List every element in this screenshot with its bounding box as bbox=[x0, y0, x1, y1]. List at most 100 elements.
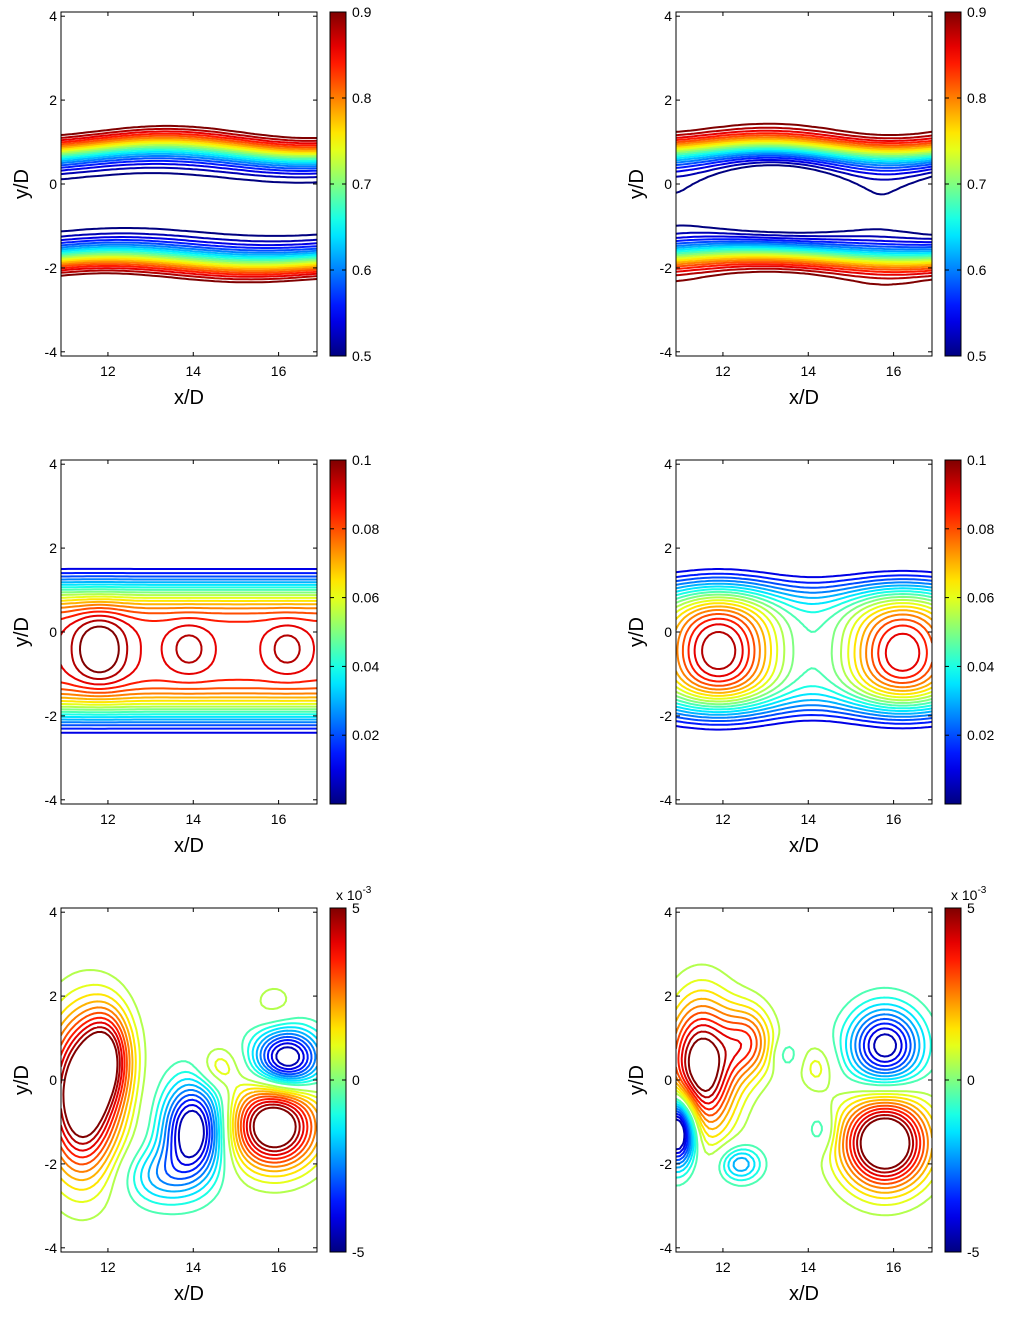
colorbar-tick-label: 0.6 bbox=[352, 262, 372, 278]
colorbar-tick-label: 0.9 bbox=[352, 4, 372, 20]
y-tick-label: -2 bbox=[660, 708, 673, 724]
y-tick-label: 2 bbox=[49, 92, 57, 108]
contour-level-0_54 bbox=[61, 162, 317, 247]
contour-level-m1_5 bbox=[676, 1003, 926, 1177]
colorbar-tick-label: 0.08 bbox=[967, 521, 994, 537]
contour-level-5 bbox=[62, 1030, 297, 1149]
y-axis-label: y/D bbox=[11, 169, 33, 199]
contour-level-0_04 bbox=[61, 585, 317, 716]
contour-level-2 bbox=[676, 997, 932, 1194]
y-tick-label: -4 bbox=[45, 792, 58, 808]
contour-level-0_07 bbox=[61, 600, 317, 701]
y-tick-label: -4 bbox=[45, 344, 58, 360]
y-tick-label: -2 bbox=[660, 260, 673, 276]
contour-level-3_5 bbox=[677, 1017, 922, 1181]
colorbar-tick-label: 0.7 bbox=[352, 176, 372, 192]
contour-level-0_09 bbox=[693, 623, 921, 678]
contour-level-m0_5 bbox=[126, 1016, 317, 1216]
contour-level-m1 bbox=[133, 1022, 317, 1206]
contour-level-0_08 bbox=[61, 607, 317, 694]
contour-panel-p4: 12 14 16 -4 -2 0 2 4 x/D y/D 0.02 0.04 0.06 0.08 0.1 bbox=[626, 452, 994, 857]
contour-panel-p1: 12 14 16 -4 -2 0 2 4 x/D y/D 0.5 0.6 0.7 0.8 0.9 bbox=[11, 4, 372, 409]
colorbar-tick-label: 0.8 bbox=[967, 90, 987, 106]
contour-level-0_56 bbox=[676, 156, 932, 246]
contour-level-m3 bbox=[164, 1035, 313, 1180]
y-tick-label: -2 bbox=[45, 1156, 58, 1172]
x-tick-label: 12 bbox=[100, 811, 116, 827]
contour-level-0_045 bbox=[676, 590, 932, 708]
y-tick-label: -4 bbox=[660, 1240, 673, 1256]
y-tick-label: 0 bbox=[664, 624, 672, 640]
colorbar-tick-label: 0.06 bbox=[967, 590, 994, 606]
contour-level-0_72 bbox=[61, 143, 317, 265]
y-tick-label: 4 bbox=[49, 8, 57, 24]
contour-level-3 bbox=[676, 1011, 925, 1185]
contour-level-0_74 bbox=[61, 142, 317, 267]
contour-level-0_095 bbox=[701, 631, 737, 670]
y-axis-label: y/D bbox=[626, 169, 648, 199]
contour-level-5 bbox=[687, 1037, 911, 1170]
colorbar-tick-label: 0.1 bbox=[967, 452, 987, 468]
contour-level-4 bbox=[680, 1024, 918, 1178]
colorbar-tick-label: 0.06 bbox=[352, 590, 379, 606]
colorbar: 0.02 0.04 0.06 0.08 0.1 bbox=[944, 452, 994, 805]
x-tick-label: 14 bbox=[185, 811, 201, 827]
colorbar-tick-label: -5 bbox=[967, 1244, 980, 1260]
y-tick-label: -2 bbox=[45, 260, 58, 276]
contour-level-0_9 bbox=[61, 124, 317, 284]
colorbar-multiplier: x 10-3 bbox=[951, 885, 987, 903]
y-tick-label: 0 bbox=[49, 1072, 57, 1088]
contour-level-0_025 bbox=[61, 578, 317, 724]
contour-level-1 bbox=[676, 979, 932, 1206]
x-tick-label: 12 bbox=[715, 1259, 731, 1275]
contour-level-0_055 bbox=[61, 593, 317, 709]
contour-level-0_6 bbox=[676, 153, 932, 251]
contour-level-m3_5 bbox=[676, 1022, 908, 1158]
colorbar-tick-label: 0.6 bbox=[967, 262, 987, 278]
contour-level-0_01 bbox=[676, 568, 932, 731]
axes-frame bbox=[60, 459, 318, 805]
contour-level-0_1 bbox=[79, 625, 120, 674]
contour-level-m2 bbox=[147, 1029, 317, 1193]
contour-level-0_5 bbox=[61, 172, 317, 237]
x-axis-label: x/D bbox=[174, 835, 204, 857]
x-tick-label: 14 bbox=[800, 1259, 816, 1275]
contour-level-0_56 bbox=[61, 159, 317, 249]
contour-level-2_5 bbox=[61, 1006, 317, 1173]
y-tick-label: 4 bbox=[664, 904, 672, 920]
x-axis-label: x/D bbox=[789, 835, 819, 857]
contour-level-0_8 bbox=[61, 136, 317, 272]
contour-level-0_64 bbox=[676, 149, 932, 255]
y-tick-label: 0 bbox=[664, 176, 672, 192]
contour-level-0_86 bbox=[61, 130, 317, 278]
x-tick-label: 16 bbox=[271, 363, 287, 379]
colorbar-multiplier: x 10-3 bbox=[336, 885, 372, 903]
y-tick-label: 4 bbox=[49, 904, 57, 920]
contour-level-0_035 bbox=[61, 583, 317, 719]
contour-level-0_025 bbox=[676, 579, 932, 719]
contour-level-m1_5 bbox=[140, 1026, 317, 1199]
contour-level-0_76 bbox=[61, 140, 317, 269]
contour-lines bbox=[676, 963, 932, 1217]
contour-lines bbox=[676, 122, 932, 286]
contour-level-0_9 bbox=[676, 122, 932, 286]
x-tick-label: 16 bbox=[886, 363, 902, 379]
x-tick-label: 16 bbox=[271, 811, 287, 827]
axes-frame bbox=[60, 11, 318, 357]
contour-level-0_035 bbox=[676, 585, 932, 714]
contour-level-3 bbox=[61, 1011, 313, 1166]
x-tick-label: 16 bbox=[886, 1259, 902, 1275]
contour-level-0_86 bbox=[676, 129, 932, 276]
colorbar-tick-label: -5 bbox=[352, 1244, 365, 1260]
x-tick-label: 14 bbox=[185, 1259, 201, 1275]
colorbar-tick-label: 0.8 bbox=[352, 90, 372, 106]
contour-level-0_64 bbox=[61, 150, 317, 258]
contour-level-0_6 bbox=[61, 155, 317, 254]
colorbar: 0.5 0.6 0.7 0.8 0.9 bbox=[944, 4, 987, 364]
contour-level-m3 bbox=[676, 1017, 912, 1162]
contour-level-0_075 bbox=[676, 609, 932, 691]
contour-level-0_04 bbox=[676, 588, 932, 711]
contour-level-3_5 bbox=[61, 1016, 309, 1160]
contour-level-m2_5 bbox=[155, 1032, 317, 1187]
